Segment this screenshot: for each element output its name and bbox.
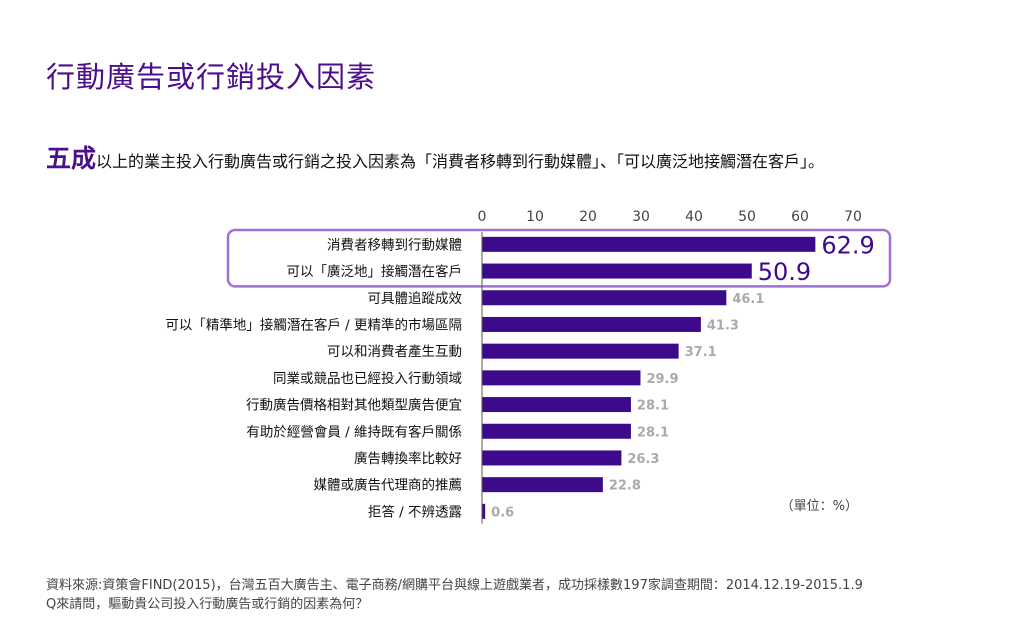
page-title: 行動廣告或行銷投入因素 bbox=[46, 60, 377, 94]
subtitle: 五成以上的業主投入行動廣告或行銷之投入因素為「消費者移轉到行動媒體」、「可以廣泛… bbox=[46, 139, 824, 175]
category-label: 同業或競品也已經投入行動領域 bbox=[273, 370, 462, 387]
value-label: 41.3 bbox=[707, 318, 739, 333]
value-label: 0.6 bbox=[491, 505, 514, 520]
value-label: 37.1 bbox=[685, 345, 717, 360]
category-label: 可具體追蹤成效 bbox=[368, 291, 463, 307]
highlight-box bbox=[226, 228, 892, 288]
question-note: Q來請問，驅動貴公司投入行動廣告或行銷的因素為何？ bbox=[46, 597, 369, 612]
bar bbox=[482, 236, 816, 252]
category-label: 有助於經營會員 / 維持既有客戶關係 bbox=[246, 423, 462, 440]
footnote: 資料來源:資策會FIND(2015)，台灣五百大廣告主、電子商務/網購平台與線上… bbox=[46, 576, 863, 614]
bar bbox=[482, 397, 631, 413]
value-label: 26.3 bbox=[627, 452, 659, 467]
bar bbox=[482, 423, 631, 439]
category-label: 可以和消費者產生互動 bbox=[327, 343, 462, 360]
category-label: 媒體或廣告代理商的推薦 bbox=[314, 477, 463, 494]
source-note: 資料來源:資策會FIND(2015)，台灣五百大廣告主、電子商務/網購平台與線上… bbox=[46, 578, 863, 593]
value-label: 46.1 bbox=[732, 292, 764, 307]
bar bbox=[482, 450, 622, 466]
bar bbox=[482, 263, 752, 279]
category-label: 可以「廣泛地」接觸潛在客戶 bbox=[287, 263, 463, 280]
x-tick-label: 20 bbox=[579, 209, 597, 225]
subtitle-text: 以上的業主投入行動廣告或行銷之投入因素為「消費者移轉到行動媒體」、「可以廣泛地接… bbox=[96, 152, 825, 171]
category-label: 行動廣告價格相對其他類型廣告便宜 bbox=[246, 397, 462, 414]
value-label: 28.1 bbox=[637, 425, 669, 440]
value-label: 62.9 bbox=[821, 231, 874, 259]
x-tick-label: 50 bbox=[738, 209, 756, 225]
bar bbox=[482, 503, 486, 519]
x-tick-label: 0 bbox=[478, 209, 487, 225]
bar bbox=[482, 370, 641, 386]
category-label: 可以「精準地」接觸潛在客戶 / 更精準的市場區隔 bbox=[165, 316, 462, 333]
value-label: 28.1 bbox=[637, 399, 669, 414]
bar bbox=[482, 477, 603, 493]
bar bbox=[482, 316, 701, 332]
value-label: 29.9 bbox=[646, 372, 678, 387]
bar bbox=[482, 343, 679, 359]
x-tick-label: 40 bbox=[685, 209, 703, 225]
subtitle-emphasis: 五成 bbox=[46, 144, 97, 173]
bar-chart: 0 10 20 30 40 50 60 70 消費者移轉到行動媒體 62.9 可以「廣泛地」接觸潛在… bbox=[165, 209, 892, 524]
x-tick-label: 70 bbox=[844, 209, 862, 225]
value-label: 50.9 bbox=[758, 258, 811, 286]
x-tick-label: 10 bbox=[526, 209, 544, 225]
category-label: 拒答 / 不辨透露 bbox=[368, 503, 463, 520]
value-label: 22.8 bbox=[609, 479, 641, 494]
x-tick-label: 60 bbox=[791, 209, 809, 225]
unit-label: （單位：%） bbox=[781, 499, 858, 514]
bar bbox=[482, 290, 727, 306]
category-label: 消費者移轉到行動媒體 bbox=[327, 237, 462, 253]
x-tick-label: 30 bbox=[632, 209, 650, 225]
category-label: 廣告轉換率比較好 bbox=[354, 450, 462, 467]
